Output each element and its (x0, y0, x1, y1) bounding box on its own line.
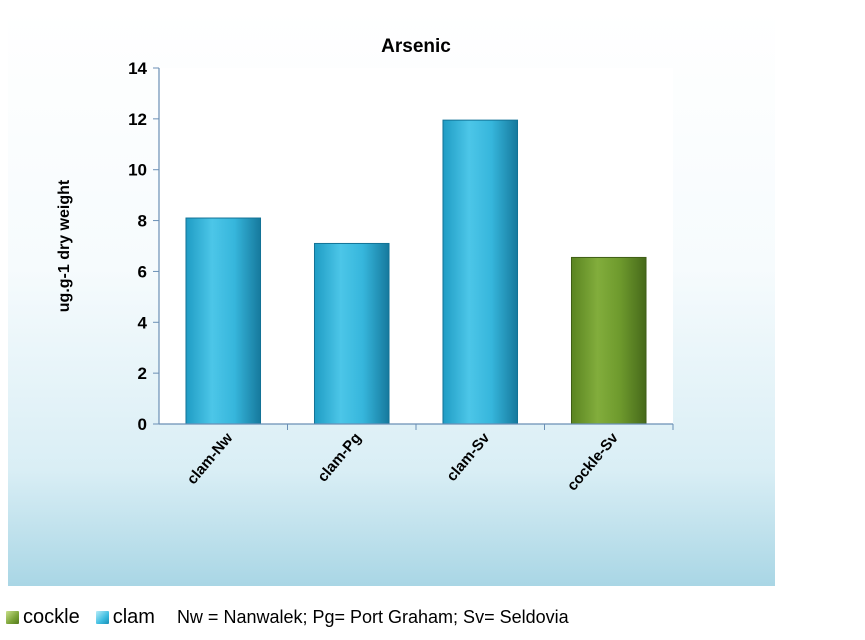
legend: cockle clam Nw = Nanwalek; Pg= Port Grah… (6, 602, 861, 632)
legend-item-clam: clam (95, 605, 155, 629)
y-tick-label: 6 (138, 262, 147, 281)
x-tick-label: cockle-Sv (564, 429, 622, 494)
x-tick-label: clam-Sv (443, 429, 493, 485)
legend-swatch-cockle (6, 610, 19, 624)
y-tick-label: 8 (138, 212, 147, 231)
site-abbreviation-note: Nw = Nanwalek; Pg= Port Graham; Sv= Seld… (176, 606, 569, 627)
bar-chart: Arsenic ug.g-1 dry weight clam-Nw clam-Pg… (56, 36, 674, 494)
y-tick-label: 12 (128, 110, 147, 129)
bar-clam-Sv (442, 119, 519, 425)
bar-clam-Nw (185, 217, 262, 425)
bar-cockle-Sv (570, 256, 647, 425)
y-axis-label: ug.g-1 dry weight (56, 179, 73, 312)
chart-panel: Arsenic ug.g-1 dry weight clam-Nw clam-Pg… (8, 8, 775, 586)
x-tick-label: clam-Nw (184, 429, 237, 487)
y-tick-label: 14 (128, 59, 147, 78)
chart-title: Arsenic (381, 36, 451, 57)
y-tick-label: 10 (128, 161, 147, 180)
legend-label-cockle: cockle (23, 605, 80, 628)
bar-clam-Pg (313, 242, 390, 425)
legend-label-clam: clam (112, 605, 155, 628)
y-tick-label: 4 (138, 313, 148, 332)
y-tick-label: 2 (138, 364, 147, 383)
legend-item-cockle: cockle (6, 606, 80, 629)
legend-swatch-clam (95, 610, 109, 624)
y-tick-label: 0 (138, 415, 147, 434)
x-tick-label: clam-Pg (314, 430, 365, 486)
